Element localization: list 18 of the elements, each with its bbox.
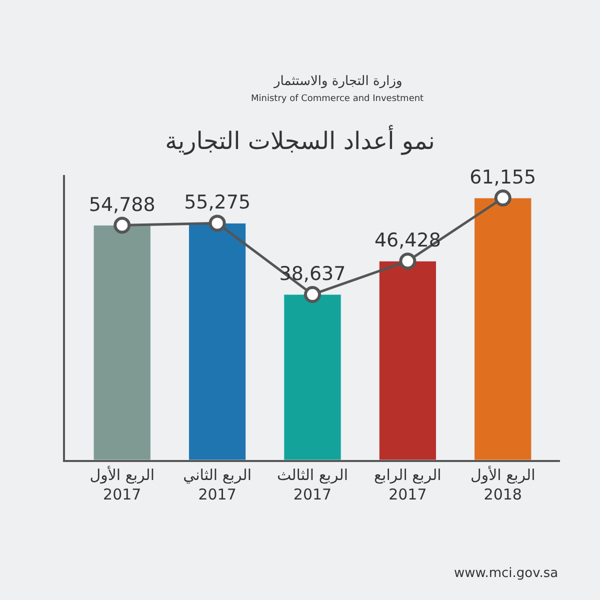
data-label: 55,275 — [184, 192, 251, 214]
text: Ministry of Commerce and Investment — [251, 94, 424, 104]
text: وزارة التجارة والاستثمار — [273, 74, 402, 89]
data-label: 61,155 — [470, 166, 536, 188]
text: www.mci.gov.sa — [454, 566, 558, 581]
point — [494, 190, 512, 206]
data-label: 54,788 — [88, 194, 156, 216]
bar — [284, 294, 342, 460]
bar — [93, 225, 151, 460]
data-label: 46,428 — [374, 230, 441, 252]
point — [399, 252, 416, 270]
point — [114, 216, 131, 234]
point — [304, 286, 321, 303]
chart-title: نمو أعداد السجلات التجارية — [165, 124, 435, 155]
bar — [474, 198, 532, 460]
bar — [378, 260, 436, 460]
bar — [188, 222, 246, 460]
point — [208, 214, 226, 232]
